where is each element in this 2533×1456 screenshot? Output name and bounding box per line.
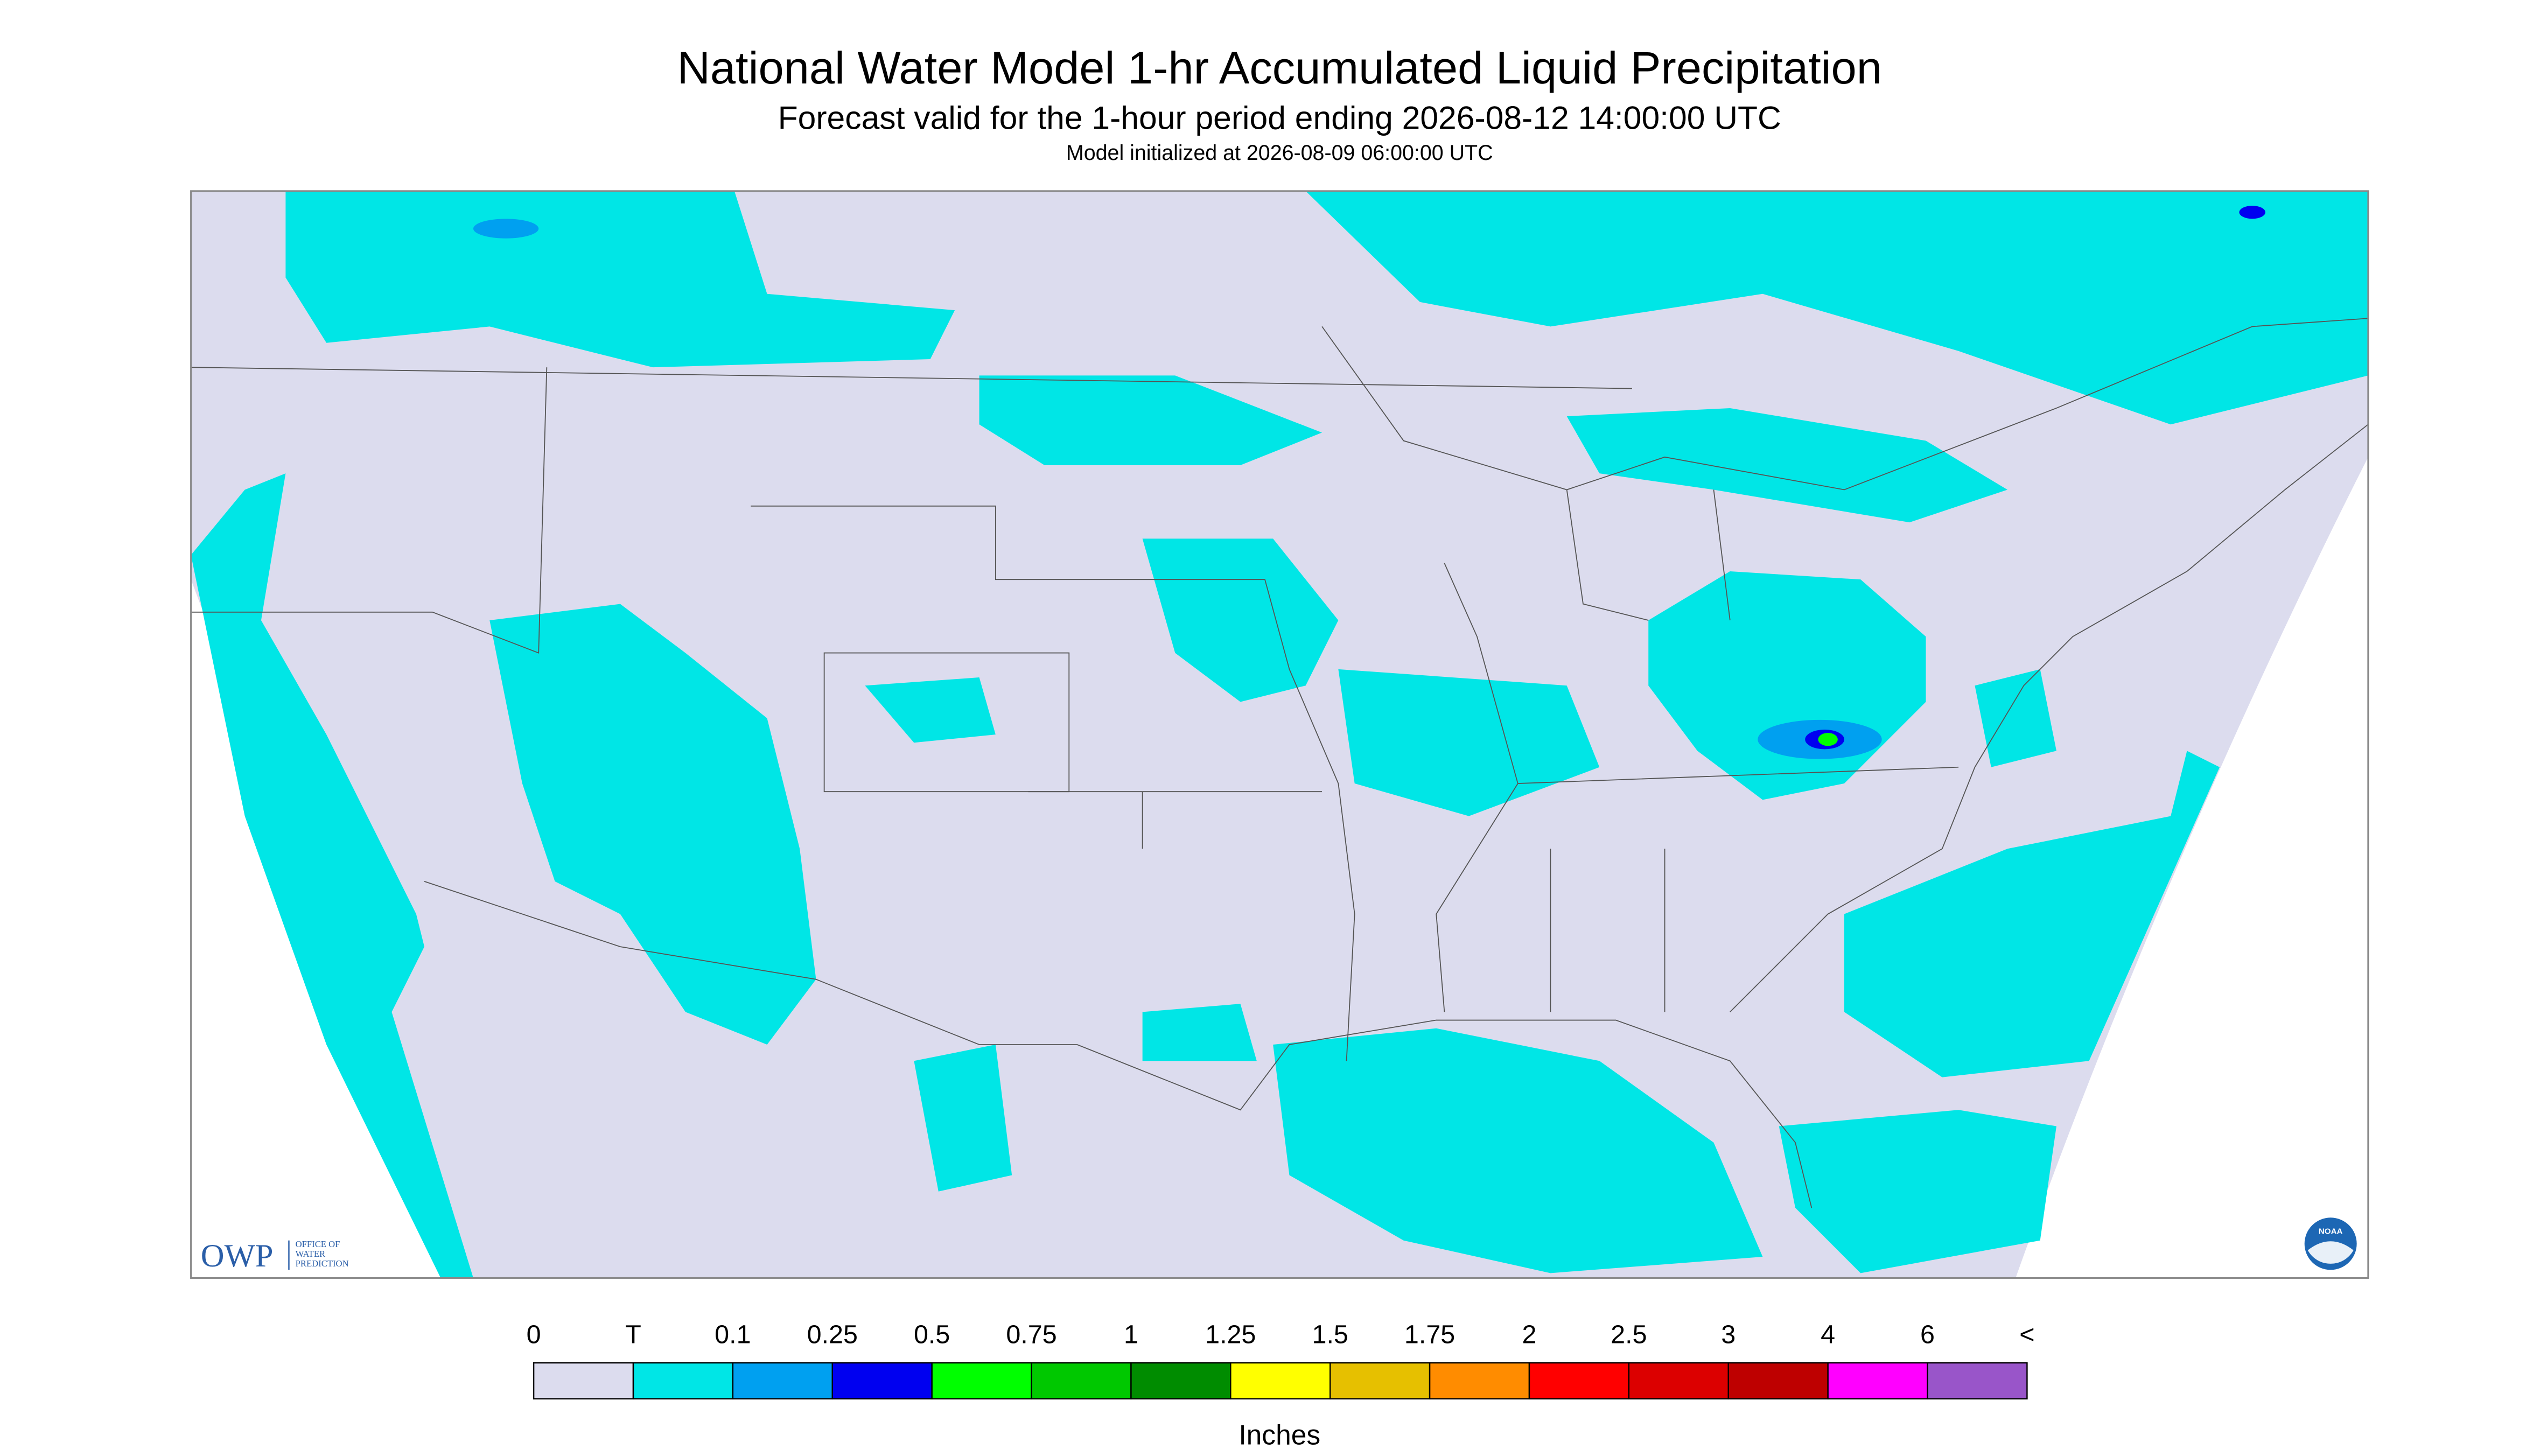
- legend: Inches 0 T 0.1 0.25 0.5 0.75 1 1.25 1.5 1.75 2 2.5 3…: [527, 1320, 2035, 1451]
- legend-swatch: [1628, 1362, 1729, 1399]
- legend-swatch: [1130, 1362, 1231, 1399]
- title: National Water Model 1-hr Accumulated Li…: [677, 42, 1882, 93]
- legend-label: 3: [1721, 1320, 1736, 1349]
- legend-label: 1: [1124, 1320, 1138, 1349]
- noaa-text: NOAA: [2319, 1227, 2343, 1236]
- legend-swatch: [1429, 1362, 1530, 1399]
- legend-swatch: [533, 1362, 634, 1399]
- legend-label: 0.1: [715, 1320, 751, 1349]
- legend-label: 2: [1522, 1320, 1536, 1349]
- precip-heavier: [473, 206, 2265, 759]
- legend-label: <: [2019, 1320, 2034, 1349]
- legend-swatch: [732, 1362, 833, 1399]
- legend-swatch: [1031, 1362, 1132, 1399]
- legend-swatch: [1927, 1362, 2028, 1399]
- legend-label: 2.5: [1611, 1320, 1647, 1349]
- map-frame: [190, 190, 2369, 1279]
- boundaries: [191, 318, 2368, 1208]
- legend-swatch: [1329, 1362, 1431, 1399]
- legend-label: 1.25: [1205, 1320, 1256, 1349]
- legend-label: 0.25: [807, 1320, 858, 1349]
- legend-label: 0: [527, 1320, 541, 1349]
- legend-label: 0.5: [914, 1320, 950, 1349]
- owp-logo: OWP OFFICE OF WATER PREDICTION: [201, 1238, 349, 1274]
- legend-swatch: [632, 1362, 734, 1399]
- noaa-logo: NOAA: [2304, 1217, 2357, 1270]
- legend-label: 6: [1920, 1320, 1935, 1349]
- legend-swatch: [1230, 1362, 1331, 1399]
- owp-mark: OWP: [201, 1238, 274, 1274]
- noaa-wave: [2307, 1241, 2354, 1264]
- owp-text: OFFICE OF: [296, 1239, 340, 1249]
- legend-label: 4: [1821, 1320, 1835, 1349]
- legend-label: 0.75: [1006, 1320, 1056, 1349]
- init-time: Model initialized at 2026-08-09 06:00:00…: [1066, 141, 1493, 165]
- map: OWP OFFICE OF WATER PREDICTION NOAA: [190, 190, 2369, 1279]
- subtitle: Forecast valid for the 1-hour period end…: [778, 100, 1781, 136]
- legend-swatch: [1528, 1362, 1630, 1399]
- legend-unit: Inches: [1238, 1419, 1320, 1451]
- legend-swatch: [1727, 1362, 1829, 1399]
- legend-swatch: [831, 1362, 933, 1399]
- legend-label: 1.5: [1312, 1320, 1348, 1349]
- owp-text: PREDICTION: [296, 1258, 349, 1269]
- legend-label: T: [625, 1320, 641, 1349]
- owp-text: WATER: [296, 1249, 326, 1259]
- legend-label: 1.75: [1404, 1320, 1455, 1349]
- legend-swatch: [931, 1362, 1032, 1399]
- legend-swatch: [1827, 1362, 1928, 1399]
